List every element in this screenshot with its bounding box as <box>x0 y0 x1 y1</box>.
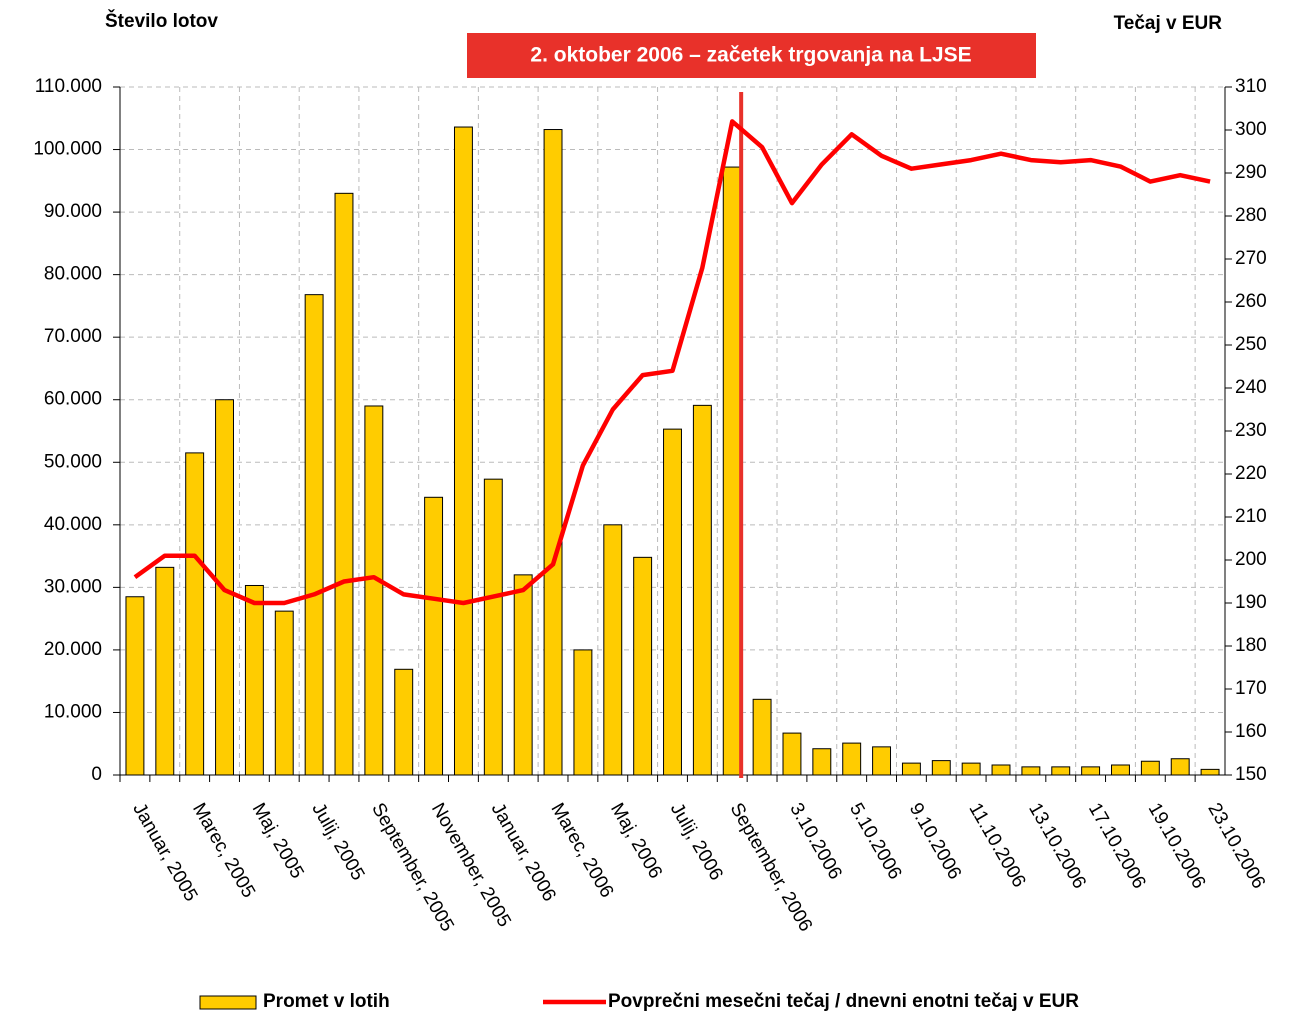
y-tick-label: 60.000 <box>44 389 102 410</box>
y2-tick-label: 210 <box>1235 506 1267 527</box>
bar <box>1021 766 1041 776</box>
bar <box>633 556 653 776</box>
bar <box>603 524 623 776</box>
x-tick-label: Julij, 2006 <box>666 800 727 885</box>
x-tick-label: 11.10.2006 <box>964 800 1029 892</box>
y-tick-label: 40.000 <box>44 514 102 535</box>
bar <box>1170 758 1190 776</box>
x-tick-label: 5.10.2006 <box>845 800 905 884</box>
y-tick-label: 110.000 <box>35 76 102 97</box>
bar <box>872 746 892 776</box>
y2-tick-label: 200 <box>1235 549 1267 570</box>
annotation-box <box>467 33 1036 78</box>
bar <box>274 610 294 776</box>
bar <box>483 478 503 776</box>
bar <box>185 452 205 776</box>
y2-tick-label: 310 <box>1235 76 1267 97</box>
x-tick-label: 23.10.2006 <box>1203 800 1269 893</box>
y-tick-label: 0 <box>91 764 102 785</box>
legend-label: Promet v lotih <box>263 991 390 1012</box>
bar <box>812 748 832 776</box>
x-tick-label: Januar, 2005 <box>128 800 201 906</box>
bar <box>424 496 444 776</box>
y-tick-label: 50.000 <box>44 451 102 472</box>
x-tick-label: Julij, 2005 <box>307 800 368 885</box>
legend-label: Povprečni mesečni tečaj / dnevni enotni … <box>608 991 1079 1012</box>
bar <box>901 762 921 776</box>
line <box>133 119 1211 606</box>
x-tick-label: Marec, 2005 <box>188 800 259 902</box>
x-tick-label: 17.10.2006 <box>1084 800 1150 893</box>
bar <box>1081 766 1101 776</box>
y2-tick-label: 300 <box>1235 119 1267 140</box>
bar <box>692 404 712 776</box>
legend-swatch <box>199 995 257 1010</box>
y2-tick-label: 220 <box>1235 463 1267 484</box>
bar <box>722 166 742 776</box>
bar <box>1140 760 1160 776</box>
bar <box>1051 766 1071 776</box>
bar <box>1111 764 1130 776</box>
y2-tick-label: 180 <box>1235 635 1267 656</box>
bar <box>573 649 593 776</box>
bar <box>543 129 563 776</box>
y2-tick-label: 170 <box>1235 678 1267 699</box>
bar <box>304 294 324 776</box>
y2-tick-label: 250 <box>1235 334 1267 355</box>
y2-tick-label: 270 <box>1235 248 1267 269</box>
y-tick-label: 90.000 <box>44 201 102 222</box>
bar <box>394 668 414 776</box>
bar <box>513 574 533 776</box>
bar <box>1200 768 1220 776</box>
bar <box>334 192 354 776</box>
x-tick-label: 19.10.2006 <box>1144 800 1210 893</box>
y2-tick-label: 240 <box>1235 377 1267 398</box>
bar <box>991 764 1011 776</box>
bar <box>842 742 862 776</box>
y2-tick-label: 150 <box>1235 764 1267 785</box>
bar <box>155 566 175 776</box>
x-tick-label: 13.10.2006 <box>1024 800 1090 893</box>
x-tick-label: Marec, 2006 <box>546 800 617 902</box>
y-tick-label: 80.000 <box>44 264 102 285</box>
y2-axis-title: Tečaj v EUR <box>1114 13 1223 34</box>
y2-tick-label: 280 <box>1235 205 1267 226</box>
y2-tick-label: 160 <box>1235 721 1267 742</box>
bar <box>931 760 951 776</box>
x-tick-label: 9.10.2006 <box>905 800 965 884</box>
y2-tick-label: 190 <box>1235 592 1267 613</box>
bar <box>782 732 802 776</box>
bar <box>961 762 981 776</box>
y-tick-label: 30.000 <box>44 576 102 597</box>
y-tick-label: 70.000 <box>44 326 102 347</box>
y-axis-title: Število lotov <box>105 10 218 32</box>
y2-tick-label: 230 <box>1235 420 1267 441</box>
y-tick-label: 100.000 <box>33 139 102 160</box>
x-tick-label: 3.10.2006 <box>785 800 845 884</box>
bar <box>364 405 384 776</box>
x-tick-label: Maj, 2006 <box>606 800 666 883</box>
annotation: 2. oktober 2006 – začetek trgovanja na L… <box>530 44 971 67</box>
y2-tick-label: 260 <box>1235 291 1267 312</box>
bar <box>752 698 772 776</box>
bar <box>125 596 145 776</box>
y2-tick-label: 290 <box>1235 162 1267 183</box>
y-tick-label: 20.000 <box>44 639 102 660</box>
bar <box>663 428 682 776</box>
y-tick-label: 10.000 <box>44 701 102 722</box>
x-tick-label: Maj, 2005 <box>248 800 308 883</box>
bar <box>453 126 473 776</box>
bar <box>244 584 264 776</box>
